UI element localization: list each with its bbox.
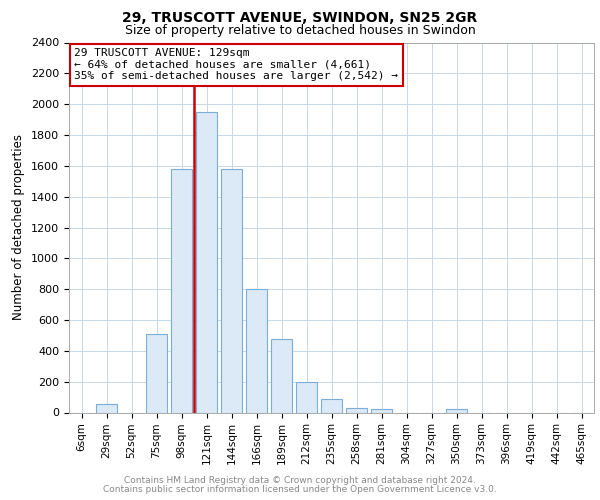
Bar [321,398,342,412]
Bar [346,408,367,412]
Text: Contains public sector information licensed under the Open Government Licence v3: Contains public sector information licen… [103,485,497,494]
Text: 29 TRUSCOTT AVENUE: 129sqm
← 64% of detached houses are smaller (4,661)
35% of s: 29 TRUSCOTT AVENUE: 129sqm ← 64% of deta… [74,48,398,81]
Text: 29, TRUSCOTT AVENUE, SWINDON, SN25 2GR: 29, TRUSCOTT AVENUE, SWINDON, SN25 2GR [122,11,478,25]
Bar [246,289,267,412]
Text: Size of property relative to detached houses in Swindon: Size of property relative to detached ho… [125,24,475,37]
Bar [446,410,467,412]
Bar [271,338,292,412]
Bar [196,112,217,412]
Bar [146,334,167,412]
Bar [296,382,317,412]
Bar [171,169,192,412]
Y-axis label: Number of detached properties: Number of detached properties [13,134,25,320]
Bar [96,404,117,412]
Bar [221,169,242,412]
Text: Contains HM Land Registry data © Crown copyright and database right 2024.: Contains HM Land Registry data © Crown c… [124,476,476,485]
Bar [371,410,392,412]
